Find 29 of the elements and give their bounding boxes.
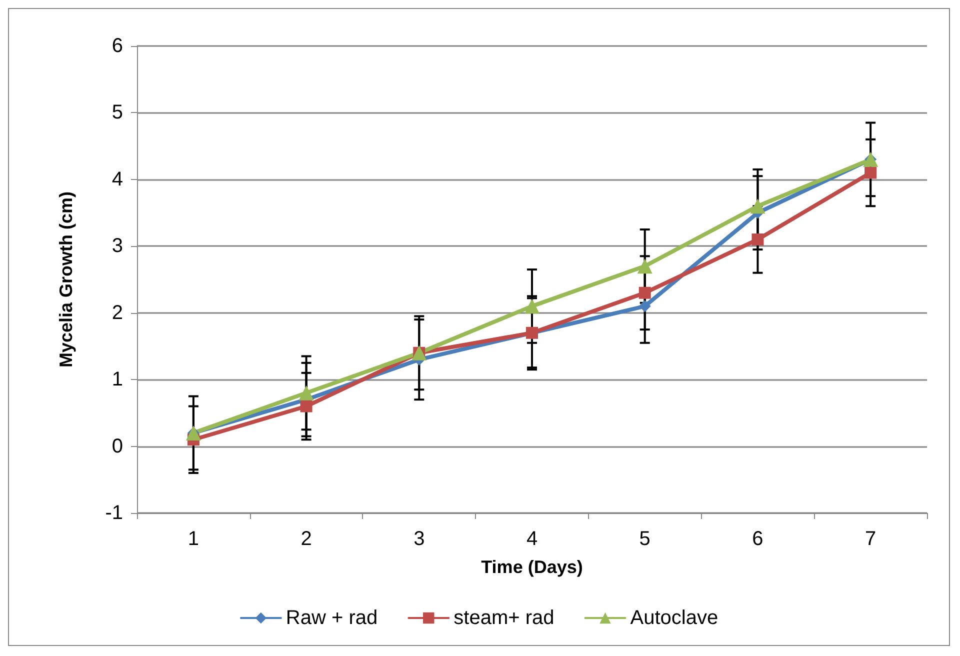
- point: [752, 233, 764, 246]
- legend-label: steam+ rad: [454, 607, 554, 629]
- point: [638, 300, 651, 312]
- point: [300, 400, 312, 412]
- point: [298, 385, 314, 400]
- y-tick-label: 0: [112, 435, 123, 458]
- y-tick-label: 6: [112, 35, 123, 57]
- x-tick-label: 3: [414, 528, 425, 550]
- y-tick-label: -1: [105, 502, 123, 524]
- x-axis-title: Time (Days): [481, 557, 583, 577]
- x-tick-label: 2: [300, 528, 312, 550]
- point: [750, 198, 766, 214]
- x-tick-label: 6: [752, 528, 764, 550]
- x-tick-label: 5: [639, 528, 650, 550]
- y-tick-label: 1: [112, 368, 123, 391]
- legend-label: Raw + rad: [286, 607, 378, 629]
- x-tick-label: 4: [526, 528, 538, 550]
- y-tick-label: 5: [112, 102, 123, 124]
- point: [637, 258, 652, 274]
- y-tick-label: 2: [112, 302, 123, 324]
- y-axis-title: Mycelia Growth (cm): [56, 191, 76, 368]
- y-tick-label: 4: [112, 168, 123, 190]
- point: [864, 166, 877, 179]
- point: [638, 286, 651, 299]
- x-tick-label: 1: [188, 528, 199, 550]
- x-tick-label: 7: [865, 528, 876, 550]
- y-tick-label: 3: [112, 235, 123, 258]
- point: [524, 298, 540, 314]
- legend-label: Autoclave: [630, 607, 718, 629]
